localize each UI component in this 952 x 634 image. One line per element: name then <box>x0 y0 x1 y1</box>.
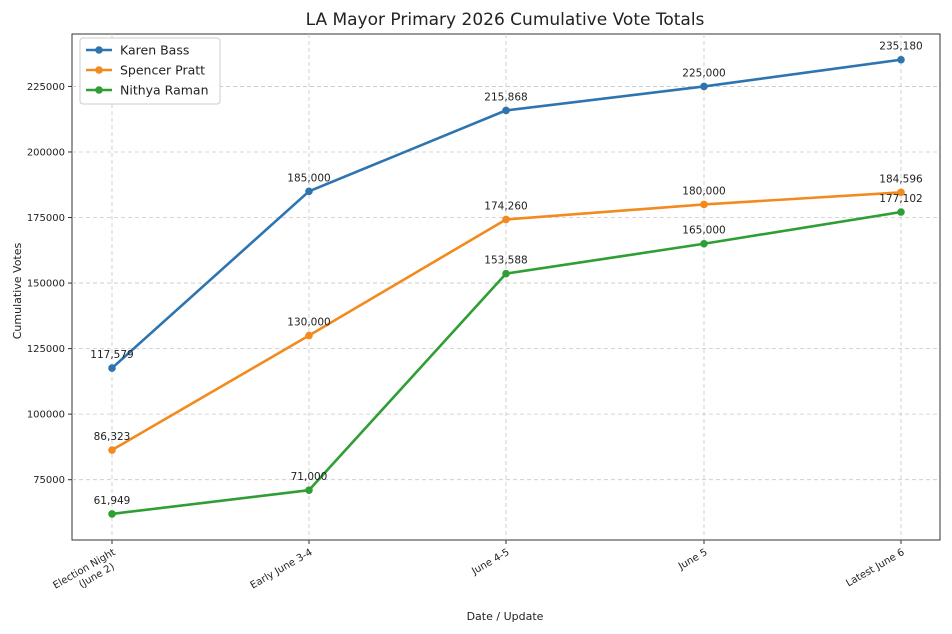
x-tick-label: Early June 3-4 <box>249 547 315 591</box>
data-point-spencer-pratt <box>700 200 708 209</box>
data-point-nithya-raman <box>502 269 510 278</box>
data-label-karen-bass: 185,000 <box>287 172 330 184</box>
data-point-spencer-pratt <box>897 188 905 197</box>
data-point-spencer-pratt <box>502 215 510 224</box>
y-tick-label: 125000 <box>27 344 65 355</box>
legend-item-karen-bass: Karen Bass <box>86 43 189 58</box>
legend-marker <box>95 66 103 74</box>
y-tick-label: 75000 <box>33 475 65 486</box>
data-point-spencer-pratt <box>108 446 116 454</box>
x-tick-label: June 5 <box>676 547 709 573</box>
legend-label: Nithya Raman <box>120 83 209 98</box>
series-layer: 117,579 185,000 215,868 225,000 235,180 86,32… <box>90 41 923 518</box>
x-tick-label: Election Night(June 2) <box>51 547 123 602</box>
data-point-nithya-raman <box>305 486 313 494</box>
data-point-karen-bass <box>305 187 313 196</box>
data-label-nithya-raman: 153,588 <box>484 255 527 267</box>
legend-item-nithya-raman: Nithya Raman <box>86 83 209 98</box>
data-point-karen-bass <box>700 82 708 91</box>
data-point-spencer-pratt <box>305 331 313 340</box>
data-point-karen-bass <box>502 106 510 115</box>
series-karen-bass: 117,579 185,000 215,868 225,000 235,180 <box>90 41 923 372</box>
y-tick-label: 225000 <box>27 82 65 93</box>
legend-box <box>79 37 221 105</box>
data-label-karen-bass: 235,180 <box>879 41 922 53</box>
series-spencer-pratt: 86,323 130,000 174,260 180,000 184,596 <box>94 173 923 454</box>
data-label-nithya-raman: 71,000 <box>291 471 328 483</box>
data-label-nithya-raman: 177,102 <box>879 193 922 205</box>
data-label-spencer-pratt: 180,000 <box>682 185 725 197</box>
legend-marker <box>95 86 103 94</box>
y-axis-ticks: 75000 100000 125000 150000 175000 200000 22500… <box>27 82 72 486</box>
data-point-nithya-raman <box>108 510 116 518</box>
legend-item-spencer-pratt: Spencer Pratt <box>86 63 205 78</box>
y-tick-label: 100000 <box>27 410 65 421</box>
x-axis-label: Date / Update <box>467 610 544 623</box>
x-tick-label: Latest June 6 <box>844 547 906 589</box>
series-line-karen-bass <box>111 58 902 370</box>
data-label-karen-bass: 117,579 <box>90 349 133 361</box>
data-point-nithya-raman <box>897 208 905 216</box>
data-label-nithya-raman: 61,949 <box>94 495 131 507</box>
legend: Karen Bass Spencer Pratt Nithya Raman <box>79 37 221 105</box>
data-point-karen-bass <box>897 55 905 64</box>
legend-marker <box>95 46 103 54</box>
y-tick-label: 150000 <box>27 279 65 290</box>
data-point-karen-bass <box>108 364 116 372</box>
legend-label: Spencer Pratt <box>120 63 205 78</box>
data-label-nithya-raman: 165,000 <box>682 225 725 237</box>
y-tick-label: 200000 <box>27 147 65 158</box>
data-point-nithya-raman <box>700 239 708 248</box>
chart-title: LA Mayor Primary 2026 Cumulative Vote To… <box>306 10 705 30</box>
data-label-karen-bass: 225,000 <box>682 67 725 79</box>
data-label-spencer-pratt: 174,260 <box>484 200 527 212</box>
y-axis-label: Cumulative Votes <box>11 242 24 339</box>
series-nithya-raman: 61,949 71,000 153,588 165,000 177,102 <box>94 193 923 518</box>
data-label-karen-bass: 215,868 <box>484 91 527 103</box>
data-label-spencer-pratt: 184,596 <box>879 173 923 185</box>
data-label-spencer-pratt: 86,323 <box>94 431 131 443</box>
data-label-spencer-pratt: 130,000 <box>287 317 330 329</box>
x-tick-label: June 4-5 <box>469 547 511 578</box>
legend-label: Karen Bass <box>120 43 189 58</box>
x-axis-ticks: Election Night(June 2) Early June 3-4 June… <box>51 540 907 602</box>
y-tick-label: 175000 <box>27 213 65 224</box>
